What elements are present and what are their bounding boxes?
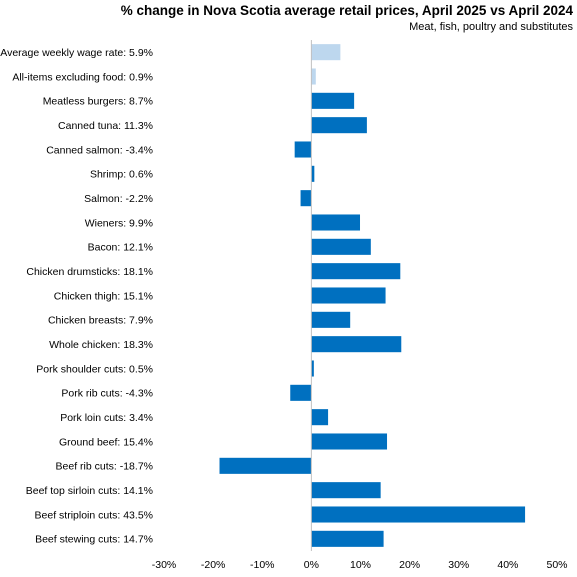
bar	[311, 117, 367, 134]
category-label: Pork rib cuts: -4.3%	[61, 388, 153, 400]
bar	[311, 482, 381, 499]
bar	[311, 263, 401, 280]
bar	[219, 457, 312, 474]
bar	[290, 384, 312, 401]
bar	[311, 360, 314, 377]
x-tick-labels: -30% -20% -10% 0% 10% 20% 30% 40% 50%	[152, 559, 568, 571]
bar	[311, 506, 526, 523]
category-label: Beef stewing cuts: 14.7%	[35, 534, 153, 546]
x-tick-label: -20%	[201, 559, 226, 571]
category-label: Beef rib cuts: -18.7%	[56, 461, 153, 473]
bar	[311, 238, 371, 255]
bar	[311, 336, 402, 353]
x-tick-label: -10%	[250, 559, 275, 571]
category-label: Bacon: 12.1%	[88, 242, 153, 254]
category-labels: Average weekly wage rate: 5.9% All-items …	[0, 47, 153, 546]
category-label: Beef striploin cuts: 43.5%	[35, 509, 153, 521]
category-label: Whole chicken: 18.3%	[49, 339, 153, 351]
x-tick-label: 30%	[448, 559, 469, 571]
category-label: Beef top sirloin cuts: 14.1%	[26, 485, 153, 497]
chart-title: % change in Nova Scotia average retail p…	[120, 3, 573, 18]
bar	[300, 190, 312, 207]
bar	[311, 214, 361, 231]
category-label: All-items excluding food: 0.9%	[12, 71, 153, 83]
x-tick-label: -30%	[152, 559, 177, 571]
bar	[311, 44, 341, 61]
bar	[294, 141, 312, 158]
x-tick-label: 50%	[546, 559, 567, 571]
x-tick-label: 20%	[399, 559, 420, 571]
bars-layer	[219, 44, 526, 547]
category-label: Salmon: -2.2%	[84, 193, 153, 205]
bar	[311, 68, 316, 85]
category-label: Canned salmon: -3.4%	[46, 144, 153, 156]
bar	[311, 311, 351, 328]
bar	[311, 92, 355, 109]
category-label: Chicken thigh: 15.1%	[54, 290, 153, 302]
category-label: Chicken breasts: 7.9%	[48, 315, 153, 327]
category-label: Chicken drumsticks: 18.1%	[26, 266, 153, 278]
category-label: Shrimp: 0.6%	[90, 169, 153, 181]
category-label: Wieners: 9.9%	[85, 217, 153, 229]
category-label: Canned tuna: 11.3%	[58, 120, 153, 132]
category-label: Average weekly wage rate: 5.9%	[0, 47, 153, 59]
x-tick-label: 40%	[497, 559, 518, 571]
category-label: Ground beef: 15.4%	[59, 436, 153, 448]
category-label: Pork shoulder cuts: 0.5%	[36, 363, 153, 375]
bar	[311, 165, 315, 182]
category-label: Meatless burgers: 8.7%	[43, 96, 153, 108]
x-tick-label: 0%	[304, 559, 319, 571]
bar	[311, 287, 386, 304]
bar	[311, 409, 329, 426]
category-label: Pork loin cuts: 3.4%	[60, 412, 153, 424]
bar	[311, 530, 384, 547]
chart-subtitle: Meat, fish, poultry and substitutes	[409, 21, 573, 33]
x-tick-label: 10%	[350, 559, 371, 571]
bar	[311, 433, 388, 450]
